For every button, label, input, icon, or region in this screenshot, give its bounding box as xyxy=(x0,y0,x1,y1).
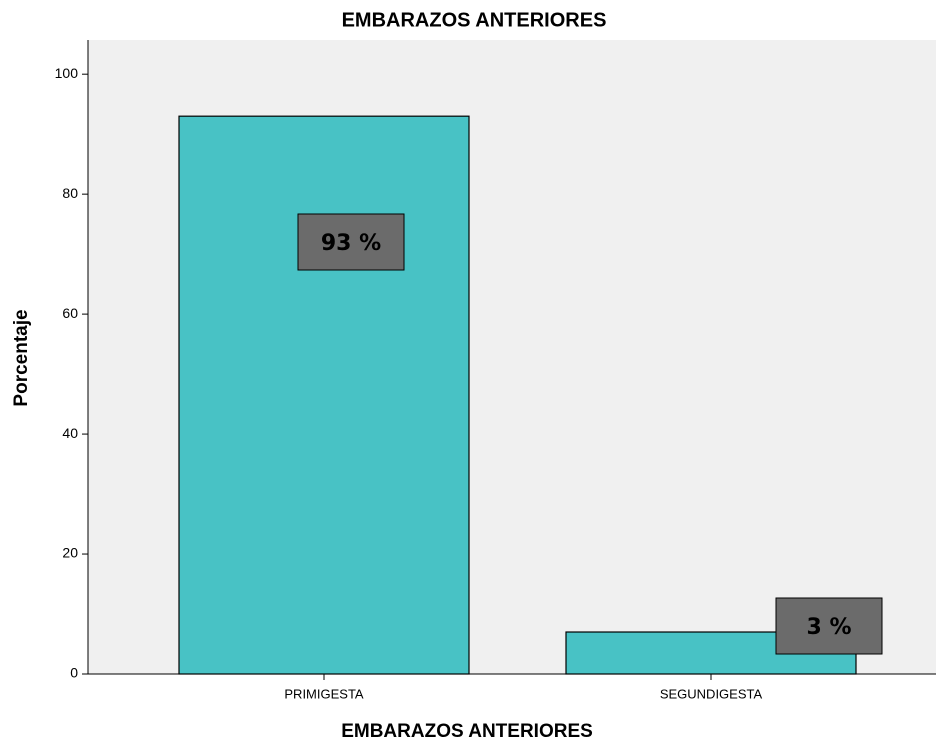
annotation-box xyxy=(775,597,883,655)
annotation: 93 % xyxy=(321,231,381,256)
y-tick-label: 20 xyxy=(62,545,78,561)
y-tick-label: 60 xyxy=(62,305,78,321)
y-tick-label: 100 xyxy=(55,65,79,81)
y-axis-label: Porcentaje xyxy=(11,309,32,406)
y-tick-label: 40 xyxy=(62,425,78,441)
x-axis-label: EMBARAZOS ANTERIORES xyxy=(341,721,593,742)
y-tick-label: 0 xyxy=(70,665,78,681)
annotation: 3 % xyxy=(806,615,851,640)
annotation-box xyxy=(297,213,405,271)
bar xyxy=(178,115,470,675)
x-tick-label: PRIMIGESTA xyxy=(284,686,364,701)
chart-title: EMBARAZOS ANTERIORES xyxy=(342,9,607,31)
y-tick-label: 80 xyxy=(62,185,78,201)
x-tick-label: SEGUNDIGESTA xyxy=(660,686,763,701)
